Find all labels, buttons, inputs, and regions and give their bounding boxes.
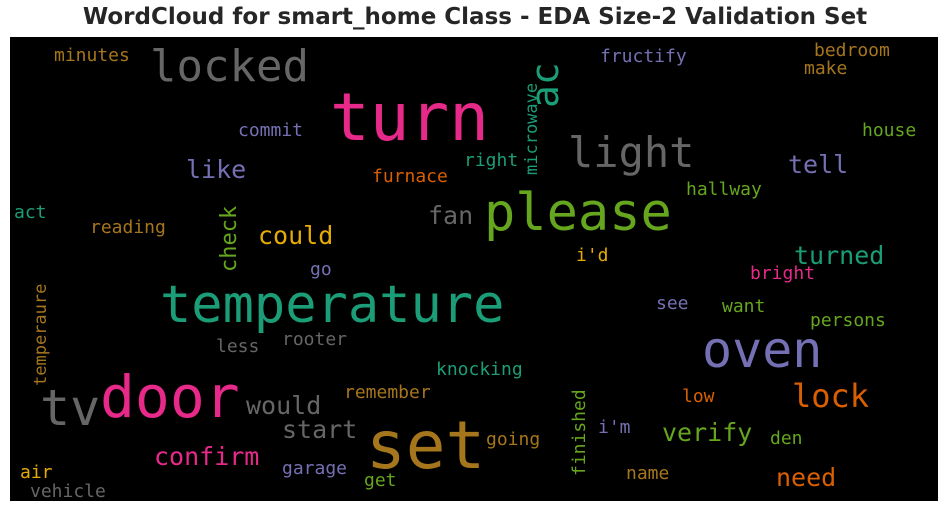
- word-act: act: [14, 202, 47, 223]
- word-persons: persons: [810, 310, 886, 331]
- word-commit: commit: [238, 120, 303, 141]
- word-would: would: [246, 391, 321, 420]
- word-verify: verify: [662, 418, 752, 447]
- word-bright: bright: [750, 263, 815, 284]
- word-could: could: [258, 221, 333, 250]
- word-start: start: [282, 415, 357, 444]
- word-check: check: [217, 206, 242, 272]
- word-low: low: [682, 386, 715, 407]
- word-less: less: [216, 336, 259, 357]
- word-want: want: [722, 296, 765, 317]
- word-i-d: i'd: [576, 245, 609, 266]
- word-furnace: furnace: [372, 166, 448, 187]
- word-remember: remember: [344, 382, 431, 403]
- word-tell: tell: [788, 150, 848, 179]
- word-right: right: [464, 150, 518, 171]
- word-ac: ac: [523, 62, 567, 108]
- word-fructify: fructify: [600, 46, 687, 67]
- word-light: light: [568, 128, 694, 177]
- word-hallway: hallway: [686, 179, 762, 200]
- word-get: get: [364, 470, 397, 491]
- word-set: set: [366, 407, 485, 484]
- word-oven: oven: [702, 321, 822, 379]
- word-confirm: confirm: [154, 442, 259, 471]
- word-reading: reading: [90, 217, 166, 238]
- word-door: door: [100, 363, 240, 431]
- word-i-m: i'm: [598, 417, 631, 438]
- word-microwave: microwave: [522, 83, 542, 175]
- word-house: house: [862, 120, 916, 141]
- word-vehicle: vehicle: [30, 481, 106, 501]
- word-see: see: [656, 293, 689, 314]
- wordcloud-canvas: temperature turn please set door oven locked li…: [10, 37, 938, 501]
- wordcloud-svg: temperature turn please set door oven locked li…: [14, 40, 916, 501]
- word-tv: tv: [40, 379, 100, 437]
- word-go: go: [310, 259, 332, 280]
- word-minutes: minutes: [54, 45, 130, 66]
- word-make: make: [804, 58, 847, 79]
- word-temperaure: temperaure: [31, 284, 51, 386]
- word-garage: garage: [282, 458, 347, 479]
- word-den: den: [770, 428, 803, 449]
- word-bedroom: bedroom: [814, 40, 890, 61]
- word-rooter: rooter: [282, 329, 347, 350]
- word-finished: finished: [569, 389, 590, 476]
- word-temperature: temperature: [160, 275, 504, 335]
- word-lock: lock: [792, 377, 869, 415]
- word-fan: fan: [428, 201, 473, 230]
- word-air: air: [20, 462, 53, 483]
- word-like: like: [186, 155, 246, 184]
- word-please: please: [484, 183, 672, 243]
- word-turn: turn: [330, 79, 489, 156]
- word-locked: locked: [150, 41, 309, 92]
- word-turned: turned: [794, 241, 884, 270]
- word-going: going: [486, 429, 540, 450]
- word-need: need: [776, 463, 836, 492]
- word-name: name: [626, 463, 669, 484]
- word-knocking: knocking: [436, 359, 523, 380]
- chart-title: WordCloud for smart_home Class - EDA Siz…: [82, 4, 868, 30]
